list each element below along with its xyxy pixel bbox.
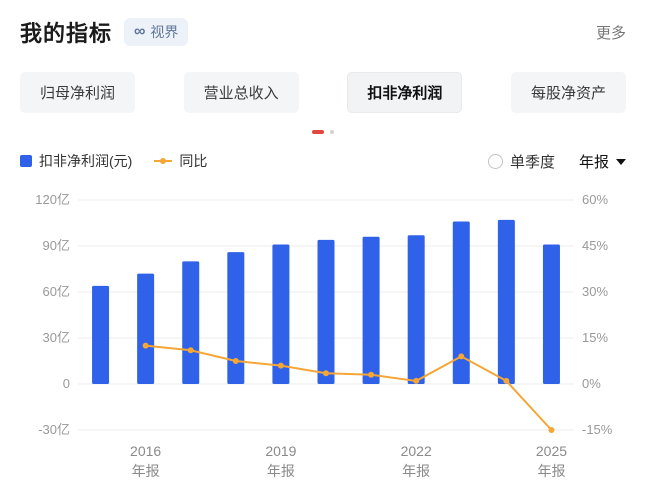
bar[interactable] (182, 261, 200, 384)
left-axis-tick: -30亿 (38, 422, 70, 437)
period-selector-label: 年报 (578, 153, 609, 171)
pager-dot (330, 129, 334, 134)
legend-bar-series: 扣非净利润(元) (20, 151, 132, 171)
yoy-marker (187, 347, 194, 354)
right-axis-tick: 30% (582, 284, 608, 299)
yoy-marker (142, 342, 149, 349)
infinity-icon: ∞ (134, 23, 146, 40)
bar-legend-swatch (20, 155, 32, 167)
bar[interactable] (497, 219, 515, 384)
bar-legend-label: 扣非净利润(元) (39, 153, 133, 169)
right-axis-tick: 45% (582, 238, 608, 253)
bar[interactable] (542, 244, 560, 384)
left-axis-tick: 30亿 (43, 330, 70, 345)
bar[interactable] (272, 244, 290, 384)
more-button[interactable]: 更多 (595, 24, 626, 42)
left-axis-tick: 0 (63, 376, 70, 391)
pager-dot-active (312, 129, 324, 134)
yoy-marker (503, 377, 510, 384)
legend-row: 扣非净利润(元) 同比 单季度 年报 (20, 150, 626, 172)
tab-net-assets-per-share[interactable]: 每股净资产 (510, 72, 626, 113)
yoy-line (145, 344, 553, 431)
bar[interactable] (407, 235, 425, 384)
yoy-marker (368, 371, 375, 378)
x-axis-tick-year: 2016 (130, 443, 161, 459)
pager-dots (20, 129, 626, 134)
yoy-marker (548, 427, 555, 433)
left-axis-tick: 60亿 (43, 284, 70, 299)
vision-badge-label: 视界 (150, 24, 179, 40)
period-selector[interactable]: 年报 (579, 151, 626, 172)
right-axis-tick: 15% (582, 330, 608, 345)
x-axis-tick-year: 2025 (536, 443, 567, 459)
yoy-marker (232, 358, 239, 364)
tab-deducted-net-profit[interactable]: 扣非净利润 (347, 72, 463, 113)
legend-line-series: 同比 (154, 151, 207, 171)
tab-total-revenue[interactable]: 营业总收入 (183, 72, 299, 113)
line-legend-swatch (154, 158, 173, 164)
x-axis-tick-period: 年报 (402, 463, 430, 479)
single-quarter-toggle[interactable]: 单季度 (487, 151, 555, 172)
chart-area[interactable]: 120亿 90亿 60亿 30亿 0 -30亿 60% 45% 30% 15% 0% -15% 2016… (20, 184, 626, 491)
bar[interactable] (227, 252, 245, 384)
x-axis-tick-period: 年报 (267, 463, 295, 479)
bar[interactable] (317, 239, 335, 384)
bar[interactable] (362, 236, 380, 384)
header: 我的指标 ∞ 视界 更多 (20, 16, 626, 48)
chevron-down-icon (616, 159, 626, 165)
bar-line-chart[interactable]: 120亿 90亿 60亿 30亿 0 -30亿 60% 45% 30% 15% 0% -15% 2016… (20, 184, 626, 486)
page-title: 我的指标 (20, 21, 113, 46)
right-axis-tick: 0% (582, 376, 601, 391)
indicator-tabs: 归母净利润 营业总收入 扣非净利润 每股净资产 (20, 72, 626, 113)
left-axis-tick: 90亿 (43, 238, 70, 253)
bar[interactable] (92, 285, 110, 384)
x-axis-tick-year: 2019 (265, 443, 296, 459)
x-axis-tick-period: 年报 (132, 463, 160, 479)
chart-controls: 单季度 年报 (487, 151, 626, 172)
tab-net-profit-attr[interactable]: 归母净利润 (20, 72, 136, 113)
single-quarter-label: 单季度 (509, 153, 555, 171)
right-axis-tick: -15% (582, 422, 613, 437)
bar[interactable] (452, 221, 470, 384)
bar[interactable] (137, 273, 155, 384)
yoy-marker (277, 362, 284, 369)
x-axis-tick-period: 年报 (537, 463, 565, 479)
yoy-marker (413, 377, 420, 384)
vision-badge: ∞ 视界 (124, 18, 189, 46)
x-axis-tick-year: 2022 (401, 443, 432, 459)
radio-icon[interactable] (487, 153, 503, 169)
left-axis-tick: 120亿 (35, 192, 70, 207)
line-legend-label: 同比 (179, 153, 208, 169)
yoy-marker (323, 370, 329, 377)
yoy-marker (458, 353, 465, 360)
right-axis-tick: 60% (582, 192, 608, 207)
